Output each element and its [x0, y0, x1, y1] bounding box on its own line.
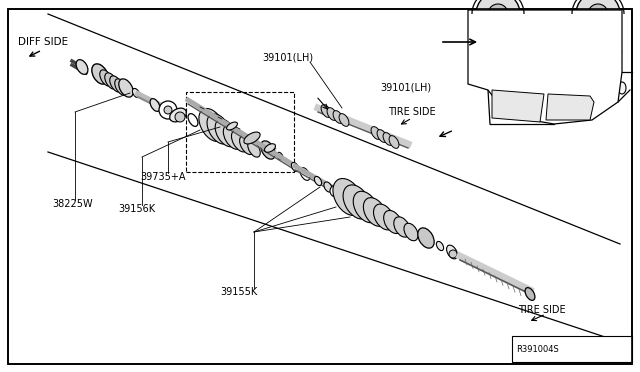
- Ellipse shape: [343, 185, 371, 219]
- Text: 38225W: 38225W: [52, 199, 93, 209]
- Ellipse shape: [109, 76, 122, 92]
- Circle shape: [449, 250, 457, 258]
- Text: DIFF SIDE: DIFF SIDE: [18, 37, 68, 47]
- Ellipse shape: [291, 163, 299, 171]
- Ellipse shape: [170, 108, 186, 122]
- Ellipse shape: [321, 105, 331, 118]
- Circle shape: [476, 0, 520, 36]
- Circle shape: [164, 106, 172, 114]
- Text: TIRE SIDE: TIRE SIDE: [388, 107, 436, 117]
- Ellipse shape: [100, 70, 112, 86]
- Ellipse shape: [374, 204, 394, 230]
- Ellipse shape: [132, 89, 140, 97]
- Ellipse shape: [327, 108, 337, 121]
- Ellipse shape: [188, 113, 198, 126]
- Ellipse shape: [324, 182, 332, 192]
- Ellipse shape: [150, 99, 160, 111]
- Ellipse shape: [207, 114, 231, 144]
- Ellipse shape: [215, 119, 237, 147]
- Ellipse shape: [377, 129, 387, 142]
- Circle shape: [159, 101, 177, 119]
- Text: 39101(LH): 39101(LH): [380, 83, 431, 93]
- Ellipse shape: [389, 136, 399, 148]
- Circle shape: [175, 112, 185, 122]
- Ellipse shape: [105, 73, 117, 89]
- Ellipse shape: [364, 198, 387, 226]
- Ellipse shape: [404, 223, 418, 241]
- Text: 39101(LH): 39101(LH): [262, 53, 313, 63]
- Text: 39155K: 39155K: [220, 287, 257, 297]
- Circle shape: [488, 4, 508, 24]
- Ellipse shape: [260, 141, 275, 159]
- Ellipse shape: [383, 211, 403, 234]
- Ellipse shape: [418, 228, 434, 248]
- Circle shape: [576, 0, 620, 36]
- Circle shape: [330, 185, 342, 197]
- Ellipse shape: [119, 79, 133, 97]
- Ellipse shape: [383, 132, 393, 145]
- Polygon shape: [492, 90, 544, 122]
- Ellipse shape: [264, 144, 275, 152]
- Polygon shape: [468, 10, 622, 124]
- Ellipse shape: [525, 288, 535, 300]
- Ellipse shape: [333, 110, 343, 124]
- Ellipse shape: [300, 168, 310, 180]
- Bar: [186, 92, 294, 172]
- Ellipse shape: [447, 245, 458, 259]
- Text: TIRE SIDE: TIRE SIDE: [518, 305, 566, 315]
- Circle shape: [588, 4, 608, 24]
- Ellipse shape: [199, 109, 225, 141]
- Ellipse shape: [76, 60, 88, 74]
- Ellipse shape: [333, 179, 363, 215]
- Ellipse shape: [239, 135, 254, 155]
- Ellipse shape: [371, 126, 381, 140]
- Ellipse shape: [227, 122, 237, 130]
- Ellipse shape: [223, 125, 243, 149]
- Ellipse shape: [394, 217, 410, 237]
- Ellipse shape: [244, 132, 260, 144]
- Ellipse shape: [115, 79, 127, 95]
- Text: R391004S: R391004S: [516, 346, 559, 355]
- Ellipse shape: [232, 130, 248, 152]
- Ellipse shape: [436, 241, 444, 251]
- Text: 39735+A: 39735+A: [140, 172, 186, 182]
- Ellipse shape: [277, 152, 283, 160]
- Ellipse shape: [353, 191, 379, 223]
- Ellipse shape: [92, 64, 108, 84]
- Ellipse shape: [248, 141, 260, 157]
- Ellipse shape: [339, 113, 349, 126]
- Polygon shape: [546, 94, 594, 120]
- Text: 39156K: 39156K: [118, 204, 155, 214]
- Bar: [512, 336, 632, 362]
- Circle shape: [333, 189, 339, 193]
- Ellipse shape: [618, 82, 626, 94]
- Ellipse shape: [314, 176, 322, 186]
